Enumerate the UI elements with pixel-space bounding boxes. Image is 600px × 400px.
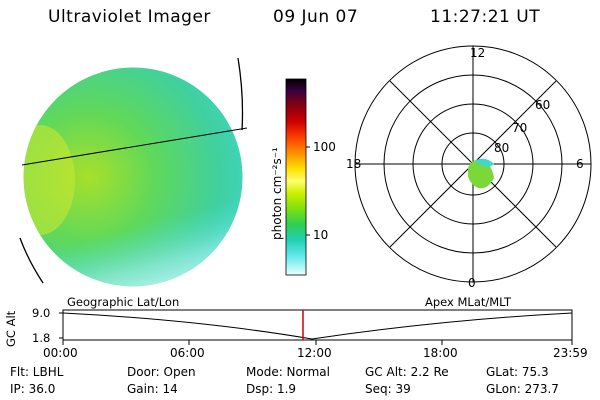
colorbar-unit-label: photon cm⁻²s⁻¹ <box>270 147 284 240</box>
status-mode: Mode: Normal <box>246 365 330 379</box>
x-tick-1800: 18:00 <box>423 346 458 360</box>
fov-arc-left <box>19 237 44 284</box>
mlt-label-18: 18 <box>346 157 362 171</box>
colorbar <box>285 78 307 276</box>
time-label: 11:27:21 UT <box>430 7 541 27</box>
status-flt: Flt: LBHL <box>10 365 64 379</box>
instrument-title: Ultraviolet Imager <box>48 7 211 27</box>
colorbar-tick-100: 100 <box>313 140 336 154</box>
date-label: 09 Jun 07 <box>273 7 359 27</box>
status-dsp: Dsp: 1.9 <box>246 382 297 396</box>
status-gain: Gain: 14 <box>127 382 178 396</box>
x-tick-0600: 06:00 <box>170 346 205 360</box>
aurora-patch-edge <box>476 158 494 168</box>
timeline-right-label: Apex MLat/MLT <box>425 295 512 309</box>
status-seq: Seq: 39 <box>365 382 411 396</box>
x-tick-2359: 23:59 <box>553 346 588 360</box>
terminator-line <box>21 127 248 166</box>
status-door: Door: Open <box>127 365 196 379</box>
x-tick-0000: 00:00 <box>43 346 78 360</box>
status-glat: GLat: 75.3 <box>486 365 549 379</box>
y-tick-9: 9.0 <box>32 306 51 320</box>
lat-label-60: 60 <box>535 98 551 112</box>
lat-label-80: 80 <box>494 141 510 155</box>
fov-arc-right <box>237 57 244 131</box>
timeline-left-label: Geographic Lat/Lon <box>67 295 180 309</box>
status-gcalt: GC Alt: 2.2 Re <box>365 365 449 379</box>
status-glon: GLon: 273.7 <box>486 382 559 396</box>
mlt-label-12: 12 <box>470 46 486 60</box>
globe-image <box>22 66 244 288</box>
altitude-timeline <box>59 309 573 345</box>
timeline-axis-title: GC Alt <box>4 310 18 347</box>
mlt-label-0: 0 <box>468 276 476 290</box>
colorbar-tick-10: 10 <box>313 228 329 242</box>
mlt-label-6: 6 <box>576 157 584 171</box>
x-tick-1200: 12:00 <box>297 346 332 360</box>
status-ip: IP: 36.0 <box>10 382 56 396</box>
y-tick-1-8: 1.8 <box>32 331 51 345</box>
lat-label-70: 70 <box>512 121 528 135</box>
